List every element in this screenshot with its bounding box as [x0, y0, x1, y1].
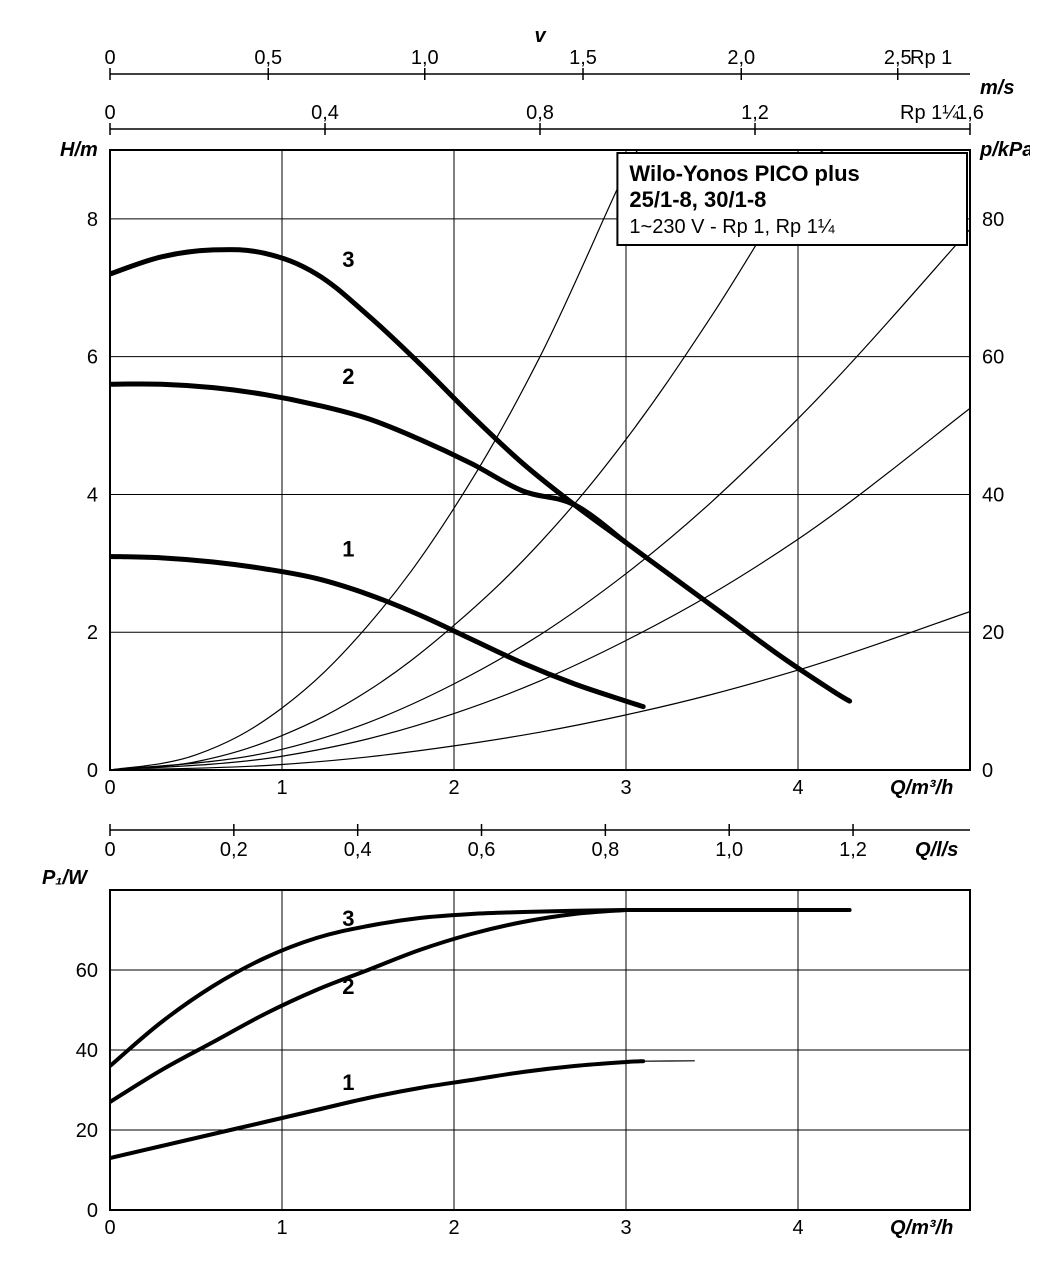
svg-text:1,5: 1,5: [569, 47, 597, 69]
svg-text:0: 0: [982, 760, 993, 782]
svg-text:0: 0: [87, 760, 98, 782]
svg-text:2: 2: [87, 622, 98, 644]
svg-text:3: 3: [620, 777, 631, 799]
svg-text:0,5: 0,5: [254, 47, 282, 69]
svg-text:0,6: 0,6: [468, 839, 496, 861]
svg-text:60: 60: [982, 347, 1004, 369]
pump-chart: v 0 0,5 1,0 1,5 2,0 2,5Rp 1 m/s 0 0,4 0,8 1,2 1,6Rp …: [20, 20, 1030, 1260]
svg-text:2,5: 2,5: [884, 47, 912, 69]
svg-text:Rp 1: Rp 1: [910, 47, 952, 69]
svg-text:1: 1: [342, 536, 354, 561]
svg-text:0: 0: [87, 1200, 98, 1222]
svg-text:v: v: [534, 25, 547, 47]
svg-text:20: 20: [982, 622, 1004, 644]
svg-text:2: 2: [342, 974, 354, 999]
svg-text:40: 40: [76, 1040, 98, 1062]
svg-text:1: 1: [276, 1217, 287, 1239]
svg-text:0: 0: [104, 102, 115, 124]
svg-text:Rp 1¼: Rp 1¼: [900, 102, 959, 124]
svg-text:4: 4: [792, 777, 803, 799]
svg-text:8: 8: [87, 209, 98, 231]
svg-text:3: 3: [342, 247, 354, 272]
svg-text:60: 60: [76, 960, 98, 982]
svg-text:Q/l/s: Q/l/s: [915, 839, 958, 861]
svg-text:0,4: 0,4: [311, 102, 339, 124]
svg-text:m/s: m/s: [980, 77, 1014, 99]
svg-text:1: 1: [342, 1070, 354, 1095]
svg-text:80: 80: [982, 209, 1004, 231]
svg-text:4: 4: [87, 484, 98, 506]
svg-text:2: 2: [448, 777, 459, 799]
svg-text:p/kPa: p/kPa: [979, 139, 1030, 161]
svg-text:40: 40: [982, 484, 1004, 506]
title-line1: Wilo-Yonos PICO plus: [629, 161, 859, 186]
svg-text:6: 6: [87, 347, 98, 369]
svg-text:0,8: 0,8: [526, 102, 554, 124]
svg-text:0: 0: [104, 839, 115, 861]
svg-text:1: 1: [276, 777, 287, 799]
svg-text:0: 0: [104, 1217, 115, 1239]
svg-text:2: 2: [448, 1217, 459, 1239]
svg-text:0,4: 0,4: [344, 839, 372, 861]
svg-text:20: 20: [76, 1120, 98, 1142]
svg-text:0,2: 0,2: [220, 839, 248, 861]
svg-text:Q/m³/h: Q/m³/h: [890, 1217, 953, 1239]
svg-text:2: 2: [342, 364, 354, 389]
svg-text:1,2: 1,2: [741, 102, 769, 124]
svg-text:H/m: H/m: [60, 139, 98, 161]
title-line3: 1~230 V - Rp 1, Rp 1¼: [629, 216, 834, 238]
svg-text:P₁/W: P₁/W: [42, 867, 89, 889]
svg-text:0: 0: [104, 777, 115, 799]
svg-text:1,0: 1,0: [715, 839, 743, 861]
svg-text:0,8: 0,8: [591, 839, 619, 861]
svg-text:3: 3: [342, 906, 354, 931]
title-line2: 25/1-8, 30/1-8: [629, 187, 766, 212]
svg-text:2,0: 2,0: [727, 47, 755, 69]
svg-text:1,2: 1,2: [839, 839, 867, 861]
svg-text:0: 0: [104, 47, 115, 69]
svg-text:3: 3: [620, 1217, 631, 1239]
svg-text:1,0: 1,0: [411, 47, 439, 69]
svg-text:4: 4: [792, 1217, 803, 1239]
svg-text:Q/m³/h: Q/m³/h: [890, 777, 953, 799]
svg-text:1,6: 1,6: [956, 102, 984, 124]
